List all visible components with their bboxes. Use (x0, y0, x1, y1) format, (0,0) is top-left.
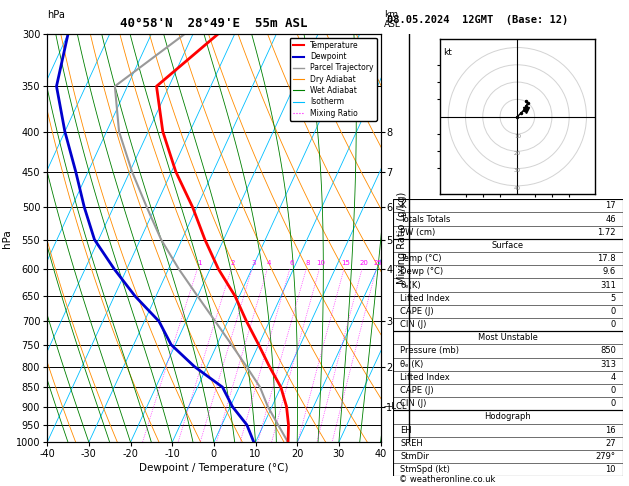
Text: Most Unstable: Most Unstable (478, 333, 538, 342)
Text: 27: 27 (605, 439, 616, 448)
Text: 0: 0 (611, 320, 616, 329)
Text: 279°: 279° (596, 452, 616, 461)
Text: 311: 311 (600, 280, 616, 290)
Text: 10: 10 (605, 465, 616, 474)
Legend: Temperature, Dewpoint, Parcel Trajectory, Dry Adiabat, Wet Adiabat, Isotherm, Mi: Temperature, Dewpoint, Parcel Trajectory… (289, 38, 377, 121)
Text: 8: 8 (306, 260, 310, 266)
Text: CIN (J): CIN (J) (400, 399, 426, 408)
Text: StmSpd (kt): StmSpd (kt) (400, 465, 450, 474)
Text: CIN (J): CIN (J) (400, 320, 426, 329)
Text: Lifted Index: Lifted Index (400, 373, 450, 382)
Text: Temp (°C): Temp (°C) (400, 254, 442, 263)
Text: Surface: Surface (492, 241, 524, 250)
Text: 30: 30 (514, 169, 521, 174)
Text: Hodograph: Hodograph (484, 413, 532, 421)
Text: 46: 46 (605, 214, 616, 224)
Text: hPa: hPa (47, 10, 65, 20)
Text: 10: 10 (316, 260, 325, 266)
Text: CAPE (J): CAPE (J) (400, 386, 433, 395)
Text: K: K (400, 201, 406, 210)
Y-axis label: Mixing Ratio (g/kg): Mixing Ratio (g/kg) (396, 192, 406, 284)
Text: 5: 5 (611, 294, 616, 303)
Text: 4: 4 (267, 260, 271, 266)
Text: 3: 3 (252, 260, 256, 266)
Text: CAPE (J): CAPE (J) (400, 307, 433, 316)
Y-axis label: hPa: hPa (1, 229, 11, 247)
Text: 6: 6 (289, 260, 294, 266)
Text: 1.72: 1.72 (598, 228, 616, 237)
Text: Lifted Index: Lifted Index (400, 294, 450, 303)
Text: kt: kt (443, 48, 452, 56)
Text: 4: 4 (611, 373, 616, 382)
Text: Dewp (°C): Dewp (°C) (400, 267, 443, 277)
Text: EH: EH (400, 426, 411, 434)
Text: 40: 40 (514, 186, 521, 191)
Text: 313: 313 (600, 360, 616, 369)
Text: 0: 0 (611, 399, 616, 408)
Text: 0: 0 (611, 307, 616, 316)
Text: 15: 15 (341, 260, 350, 266)
Text: 40°58'N  28°49'E  55m ASL: 40°58'N 28°49'E 55m ASL (120, 17, 308, 30)
Text: θₑ(K): θₑ(K) (400, 280, 421, 290)
Text: Pressure (mb): Pressure (mb) (400, 347, 459, 355)
Text: PW (cm): PW (cm) (400, 228, 435, 237)
Text: 9.6: 9.6 (603, 267, 616, 277)
Text: —LCL: —LCL (384, 402, 408, 411)
Text: 17: 17 (605, 201, 616, 210)
Text: 08.05.2024  12GMT  (Base: 12): 08.05.2024 12GMT (Base: 12) (387, 15, 568, 25)
Text: 850: 850 (600, 347, 616, 355)
Text: 20: 20 (359, 260, 368, 266)
Text: km
ASL: km ASL (384, 10, 401, 29)
Text: 1: 1 (197, 260, 201, 266)
Text: 25: 25 (374, 260, 382, 266)
Text: © weatheronline.co.uk: © weatheronline.co.uk (399, 475, 496, 484)
X-axis label: Dewpoint / Temperature (°C): Dewpoint / Temperature (°C) (139, 463, 289, 473)
Text: 2: 2 (231, 260, 235, 266)
Text: 16: 16 (605, 426, 616, 434)
Text: SREH: SREH (400, 439, 423, 448)
Text: Totals Totals: Totals Totals (400, 214, 450, 224)
Text: 0: 0 (611, 386, 616, 395)
Text: 20: 20 (514, 151, 521, 156)
Text: StmDir: StmDir (400, 452, 429, 461)
Text: θₑ (K): θₑ (K) (400, 360, 423, 369)
Text: 17.8: 17.8 (597, 254, 616, 263)
Text: 10: 10 (514, 134, 521, 139)
